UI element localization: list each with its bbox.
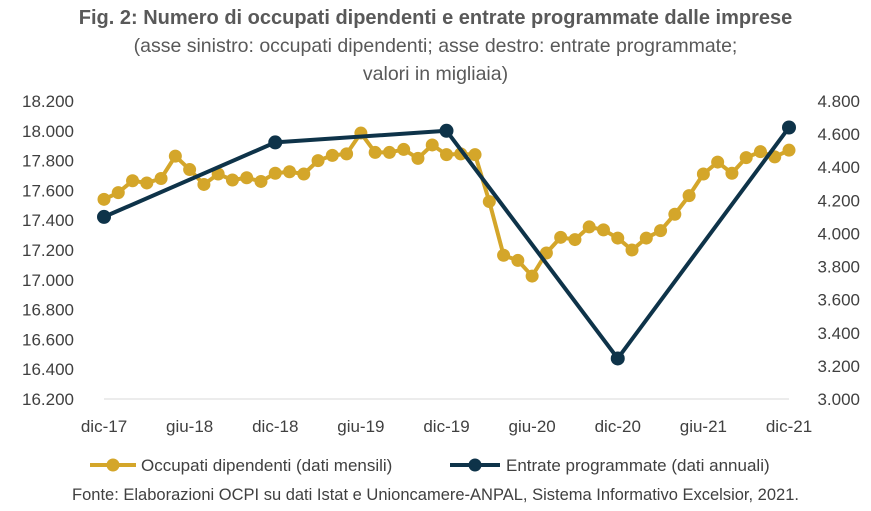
y-left-tick-label: 16.800: [22, 301, 74, 320]
y-left-tick-label: 18.200: [22, 92, 74, 111]
legend-label-entrate: Entrate programmate (dati annuali): [506, 456, 770, 475]
data-point: [311, 154, 325, 168]
data-point: [283, 165, 297, 179]
data-point: [682, 189, 696, 203]
chart-subtitle-line-1: (asse sinistro: occupati dipendenti; ass…: [133, 35, 738, 57]
y-left-tick-label: 16.200: [22, 390, 74, 409]
x-tick-label: dic-19: [423, 417, 469, 436]
data-point: [782, 143, 796, 157]
data-point: [140, 176, 154, 190]
series-line: [103, 126, 791, 361]
data-point: [397, 142, 411, 156]
data-point: [111, 186, 125, 200]
data-point: [97, 209, 111, 224]
x-tick-label: giu-21: [680, 417, 727, 436]
data-point: [340, 147, 354, 161]
chart-subtitle-line-2: valori in migliaia): [362, 63, 509, 85]
y-right-tick-label: 4.800: [817, 92, 860, 111]
x-axis: dic-17 giu-18 dic-18 giu-19 dic-19 giu-20 dic-…: [81, 417, 812, 436]
data-point: [696, 167, 710, 181]
legend-item-occupati: Occupati dipendenti (dati mensili): [90, 456, 392, 475]
data-point: [154, 171, 168, 185]
data-point: [525, 269, 539, 283]
y-left-tick-label: 17.800: [22, 152, 74, 171]
y-left-tick-label: 16.600: [22, 330, 74, 349]
data-point: [440, 148, 453, 162]
y-right-tick-label: 4.000: [817, 224, 860, 243]
y-right-tick-label: 3.200: [817, 357, 860, 376]
data-point: [240, 171, 254, 185]
x-tick-label: giu-20: [508, 417, 555, 436]
x-tick-label: dic-17: [81, 417, 127, 436]
x-tick-label: dic-20: [595, 417, 641, 436]
data-point: [511, 253, 525, 267]
data-point: [254, 174, 268, 188]
x-tick-label: giu-18: [166, 417, 213, 436]
legend-label-occupati: Occupati dipendenti (dati mensili): [141, 456, 392, 475]
data-point: [610, 351, 625, 366]
legend-marker-occupati: [106, 458, 120, 472]
data-point: [753, 145, 767, 159]
y-left-tick-label: 16.400: [22, 360, 74, 379]
data-point: [183, 163, 197, 177]
data-point: [596, 223, 610, 237]
data-point: [625, 243, 639, 257]
data-point: [725, 166, 739, 180]
data-point: [425, 138, 439, 152]
data-point: [97, 192, 111, 206]
data-point: [739, 151, 753, 165]
y-right-tick-label: 3.400: [817, 324, 860, 343]
y-left-tick-label: 17.400: [22, 211, 74, 230]
data-point: [225, 173, 239, 187]
chart-title-block: Fig. 2: Numero di occupati dipendenti e …: [0, 4, 871, 88]
data-point: [611, 231, 625, 245]
data-point: [368, 145, 382, 159]
x-tick-label: dic-21: [766, 417, 812, 436]
y-right-tick-label: 3.600: [817, 291, 860, 310]
data-point: [582, 220, 596, 234]
y-left-tick-label: 18.000: [22, 122, 74, 141]
series-occupati: [97, 126, 796, 283]
y-left-tick-label: 17.600: [22, 181, 74, 200]
y-right-tick-label: 3.000: [817, 390, 860, 409]
data-point: [439, 123, 454, 138]
data-point: [468, 148, 482, 162]
data-point: [568, 233, 582, 247]
data-point: [297, 167, 311, 181]
data-point: [268, 135, 283, 150]
legend-item-entrate: Entrate programmate (dati annuali): [450, 456, 770, 475]
data-point: [554, 230, 568, 244]
y-left-tick-label: 17.000: [22, 271, 74, 290]
data-point: [126, 174, 140, 188]
data-point: [654, 224, 668, 238]
data-point: [382, 145, 396, 159]
legend-marker-entrate: [468, 458, 482, 472]
data-point: [411, 151, 425, 165]
series-entrate: [97, 120, 796, 366]
data-point: [497, 248, 511, 262]
x-tick-label: giu-19: [337, 417, 384, 436]
data-point: [782, 120, 796, 135]
data-point: [268, 166, 282, 180]
y-right-tick-label: 4.200: [817, 191, 860, 210]
y-right-axis: 3.000 3.200 3.400 3.600 3.800 4.000 4.200 4.400…: [817, 92, 860, 409]
source-note: Fonte: Elaborazioni OCPI su dati Istat e…: [72, 486, 799, 504]
chart-title: Fig. 2: Numero di occupati dipendenti e …: [78, 7, 793, 29]
data-point: [197, 177, 211, 191]
y-left-axis: 16.200 16.400 16.600 16.800 17.000 17.200 17.4…: [22, 92, 74, 409]
legend: Occupati dipendenti (dati mensili) Entra…: [90, 456, 770, 475]
x-tick-label: dic-18: [252, 417, 298, 436]
y-left-tick-label: 17.200: [22, 241, 74, 260]
data-point: [711, 155, 725, 169]
data-point: [639, 231, 653, 245]
data-point: [668, 207, 682, 221]
y-right-tick-label: 4.600: [817, 125, 860, 144]
data-point: [325, 148, 339, 162]
data-point: [168, 149, 182, 163]
y-right-tick-label: 4.400: [817, 158, 860, 177]
data-point: [482, 195, 496, 209]
y-right-tick-label: 3.800: [817, 258, 860, 277]
